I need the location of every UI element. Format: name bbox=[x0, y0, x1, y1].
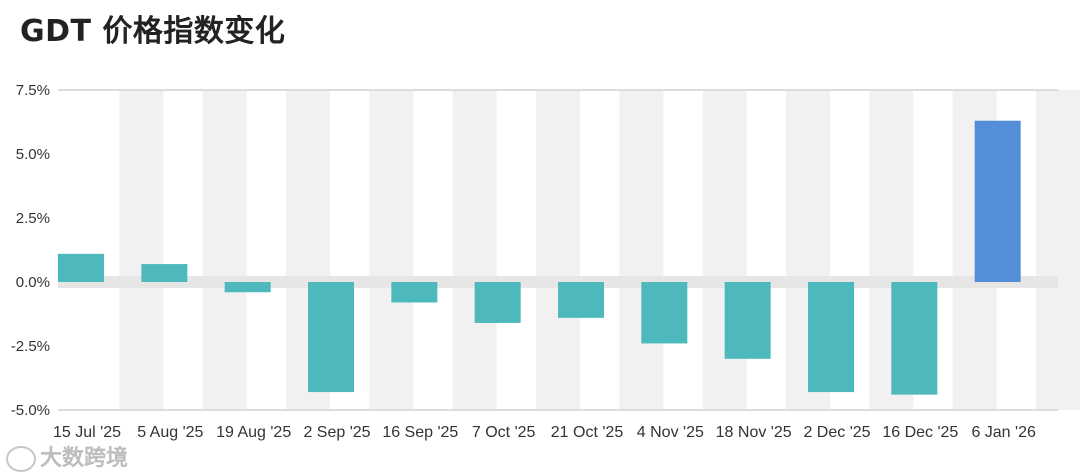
column-band bbox=[536, 90, 580, 410]
y-tick-label: 0.0% bbox=[16, 274, 50, 291]
column-band bbox=[202, 90, 247, 410]
column-band bbox=[369, 90, 414, 410]
bar-18-nov-25 bbox=[724, 282, 771, 359]
x-tick-label: 4 Nov '25 bbox=[637, 424, 704, 441]
column-band bbox=[619, 90, 664, 410]
x-tick-label: 2 Sep '25 bbox=[303, 424, 370, 441]
y-tick-label: 5.0% bbox=[16, 146, 50, 163]
x-tick-label: 15 Jul '25 bbox=[53, 424, 121, 441]
chart-title: GDT 价格指数变化 bbox=[20, 14, 286, 49]
bar-21-oct-25 bbox=[558, 282, 604, 318]
bar-16-dec-25 bbox=[891, 282, 938, 395]
bar-19-aug-25 bbox=[224, 282, 271, 293]
bar-2-dec-25 bbox=[808, 282, 854, 393]
y-tick-label: 7.5% bbox=[16, 82, 50, 99]
watermark: 大数跨境 bbox=[6, 440, 128, 472]
y-tick-label: -2.5% bbox=[11, 338, 50, 355]
x-tick-label: 2 Dec '25 bbox=[803, 424, 870, 441]
x-tick-label: 16 Dec '25 bbox=[882, 424, 958, 441]
watermark-logo-icon bbox=[6, 446, 36, 472]
column-band bbox=[452, 90, 497, 410]
bar-16-sep-25 bbox=[391, 282, 438, 303]
bar-5-aug-25 bbox=[141, 264, 188, 282]
x-tick-label: 21 Oct '25 bbox=[551, 424, 624, 441]
x-tick-label: 16 Sep '25 bbox=[382, 424, 458, 441]
column-band bbox=[1036, 90, 1080, 410]
watermark-text: 大数跨境 bbox=[40, 446, 129, 471]
x-tick-label: 18 Nov '25 bbox=[716, 424, 792, 441]
bar-4-nov-25 bbox=[641, 282, 688, 344]
bar-7-oct-25 bbox=[474, 282, 521, 323]
x-tick-label: 19 Aug '25 bbox=[216, 424, 291, 441]
bar-6-jan-26 bbox=[974, 120, 1021, 282]
column-band bbox=[702, 90, 747, 410]
x-tick-label: 5 Aug '25 bbox=[137, 424, 203, 441]
x-tick-label: 7 Oct '25 bbox=[472, 424, 536, 441]
x-tick-label: 6 Jan '26 bbox=[971, 424, 1036, 441]
y-tick-label: -5.0% bbox=[11, 402, 50, 419]
bar-15-jul-25 bbox=[58, 253, 104, 282]
bar-2-sep-25 bbox=[308, 282, 354, 393]
y-tick-label: 2.5% bbox=[16, 210, 50, 227]
column-band bbox=[119, 90, 164, 410]
